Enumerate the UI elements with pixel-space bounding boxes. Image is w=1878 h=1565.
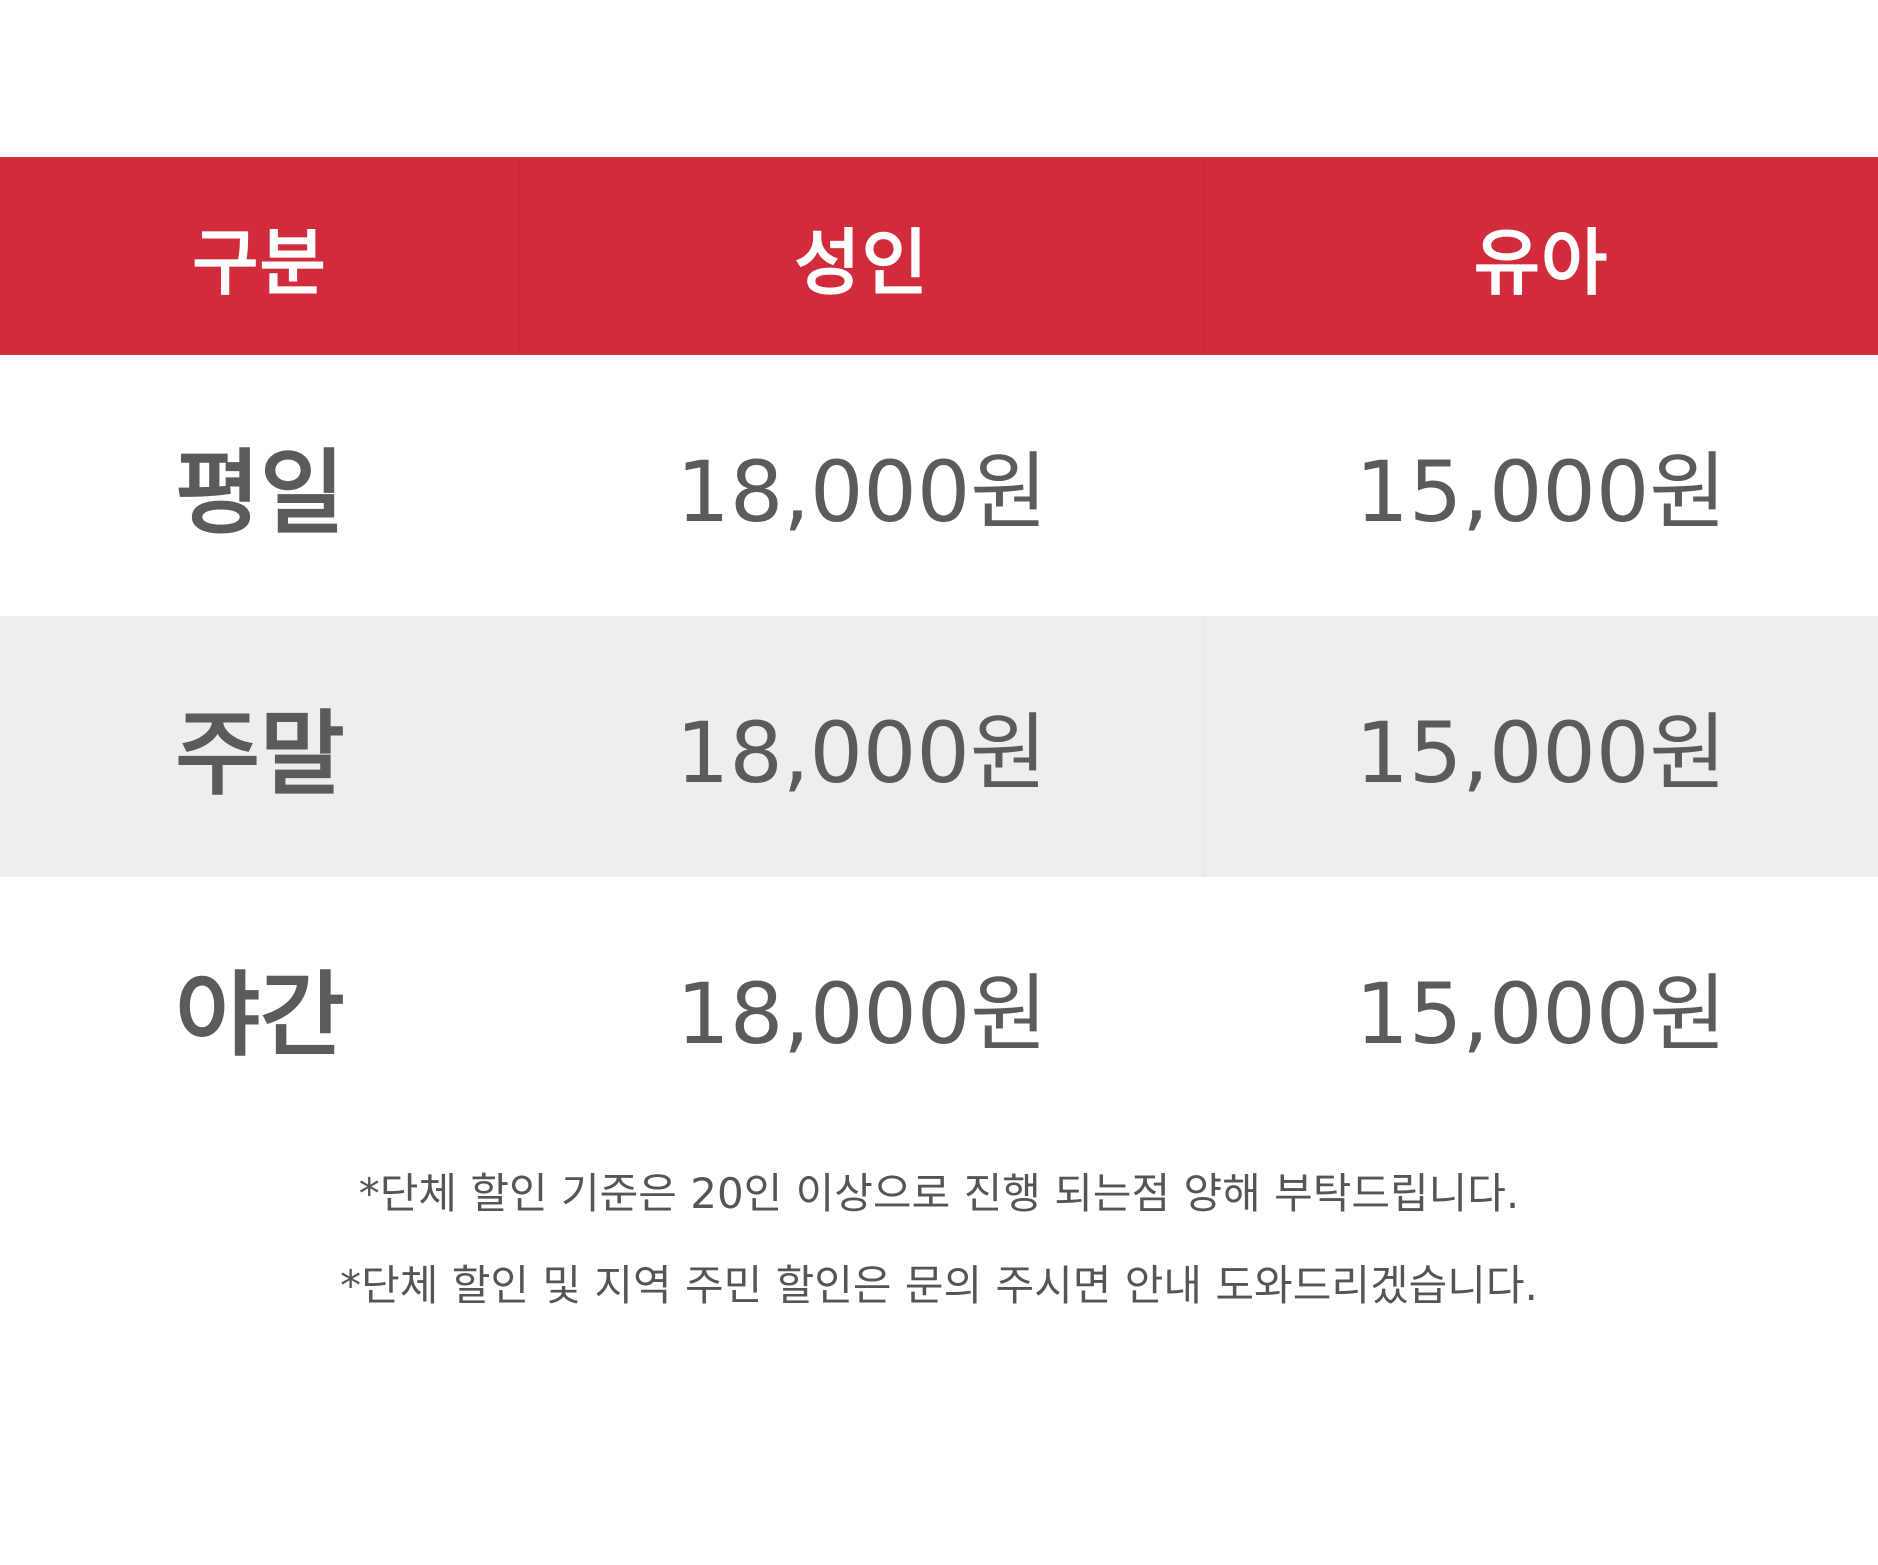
table-header-row: 구분 성인 유아 (0, 157, 1878, 355)
row-label: 주말 (175, 701, 345, 808)
price-table: 구분 성인 유아 평일 18,000원 15,000원 주말 18,000원 1… (0, 157, 1878, 1138)
child-price: 15,000원 (1355, 443, 1727, 541)
row-label: 평일 (175, 440, 345, 547)
header-child: 유아 (1473, 220, 1609, 305)
child-price: 15,000원 (1355, 704, 1727, 802)
header-category: 구분 (0, 157, 520, 355)
notes: *단체 할인 기준은 20인 이상으로 진행 되는점 양해 부탁드립니다. *단… (0, 1170, 1878, 1354)
header-adult: 성인 (520, 157, 1204, 355)
child-price: 15,000원 (1355, 965, 1727, 1063)
row-label: 야간 (175, 962, 345, 1069)
note-group-discount-criteria: *단체 할인 기준은 20인 이상으로 진행 되는점 양해 부탁드립니다. (358, 1169, 1520, 1218)
note-discount-inquiry: *단체 할인 및 지역 주민 할인은 문의 주시면 안내 도와드리겠습니다. (340, 1261, 1538, 1310)
table-row-night: 야간 18,000원 15,000원 (0, 877, 1878, 1138)
table-row-weekday: 평일 18,000원 15,000원 (0, 355, 1878, 616)
adult-price: 18,000원 (520, 616, 1204, 877)
adult-price: 18,000원 (676, 443, 1048, 541)
table-row-weekend: 주말 18,000원 15,000원 (0, 616, 1878, 877)
adult-price: 18,000원 (676, 965, 1048, 1063)
